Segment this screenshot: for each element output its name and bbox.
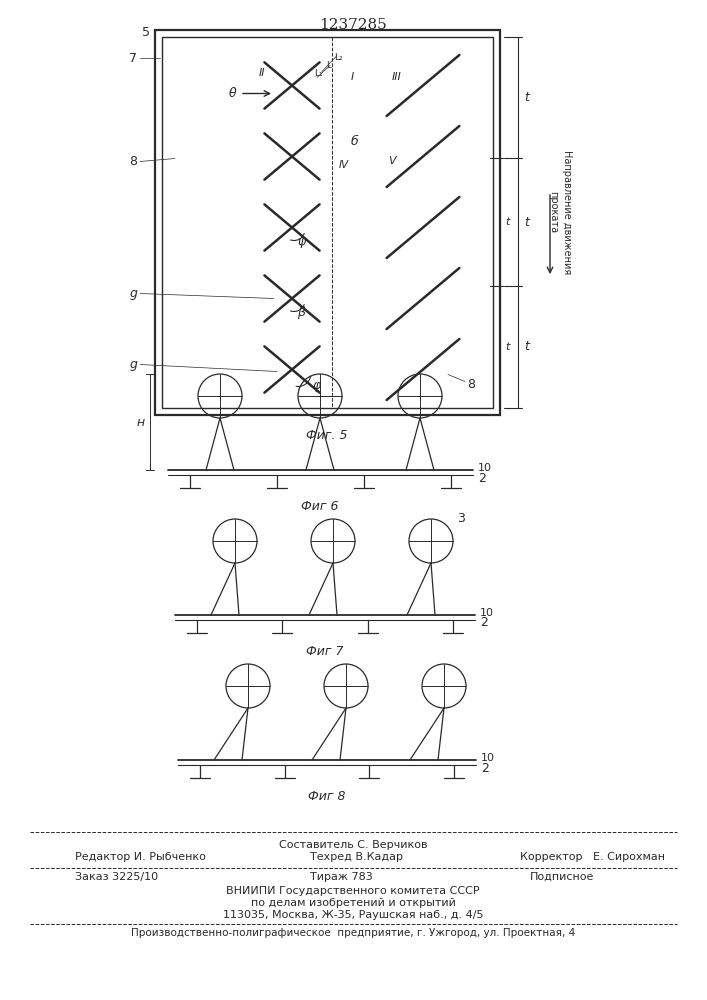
Text: ВНИИПИ Государственного комитета СССР: ВНИИПИ Государственного комитета СССР (226, 886, 480, 896)
Text: 2: 2 (478, 472, 486, 485)
Text: 3: 3 (457, 512, 465, 526)
Text: g: g (129, 358, 137, 371)
Text: 7: 7 (129, 51, 137, 64)
Text: V: V (388, 156, 396, 166)
Text: L₁: L₁ (314, 69, 322, 78)
Text: ψ: ψ (297, 235, 305, 248)
Text: 10: 10 (478, 463, 492, 473)
Text: Фиг. 5: Фиг. 5 (306, 429, 348, 442)
Bar (155, 30, 500, 415)
Text: Корректор   Е. Сирохман: Корректор Е. Сирохман (520, 852, 665, 862)
Bar (162, 37, 493, 408)
Text: Составитель С. Верчиков: Составитель С. Верчиков (279, 840, 427, 850)
Text: θ: θ (228, 87, 236, 100)
Text: Подписное: Подписное (530, 872, 595, 882)
Text: Тираж 783: Тираж 783 (310, 872, 373, 882)
Text: по делам изобретений и открытий: по делам изобретений и открытий (250, 898, 455, 908)
Text: 10: 10 (480, 608, 494, 618)
Text: Фиг 6: Фиг 6 (301, 500, 339, 513)
Text: t: t (524, 91, 529, 104)
Text: β: β (297, 306, 305, 319)
Text: 1237285: 1237285 (319, 18, 387, 32)
Text: L: L (326, 61, 331, 70)
Text: L₂: L₂ (334, 53, 343, 62)
Text: φ: φ (312, 379, 320, 392)
Text: t: t (505, 217, 509, 227)
Text: t: t (505, 342, 509, 352)
Text: 8: 8 (467, 378, 475, 391)
Text: Фиг 8: Фиг 8 (308, 790, 346, 803)
Text: 8: 8 (129, 155, 137, 168)
Text: н: н (137, 416, 145, 428)
Text: IV: IV (339, 159, 349, 169)
Text: I: I (351, 73, 354, 83)
Text: t: t (524, 340, 529, 354)
Text: III: III (392, 73, 402, 83)
Text: 2: 2 (480, 616, 488, 630)
Text: Техред В.Кадар: Техред В.Кадар (310, 852, 403, 862)
Text: g: g (129, 287, 137, 300)
Text: t: t (524, 216, 529, 229)
Text: б: б (350, 135, 358, 148)
Text: Направление движения
проката: Направление движения проката (548, 150, 572, 274)
Text: II: II (259, 68, 265, 79)
Text: 2: 2 (481, 762, 489, 774)
Text: Фиг 7: Фиг 7 (306, 645, 344, 658)
Text: Производственно-полиграфическое  предприятие, г. Ужгород, ул. Проектная, 4: Производственно-полиграфическое предприя… (131, 928, 575, 938)
Text: 5: 5 (142, 26, 150, 39)
Text: Редактор И. Рыбченко: Редактор И. Рыбченко (75, 852, 206, 862)
Text: 10: 10 (481, 753, 495, 763)
Text: 113035, Москва, Ж-35, Раушская наб., д. 4/5: 113035, Москва, Ж-35, Раушская наб., д. … (223, 910, 484, 920)
Text: Заказ 3225/10: Заказ 3225/10 (75, 872, 158, 882)
